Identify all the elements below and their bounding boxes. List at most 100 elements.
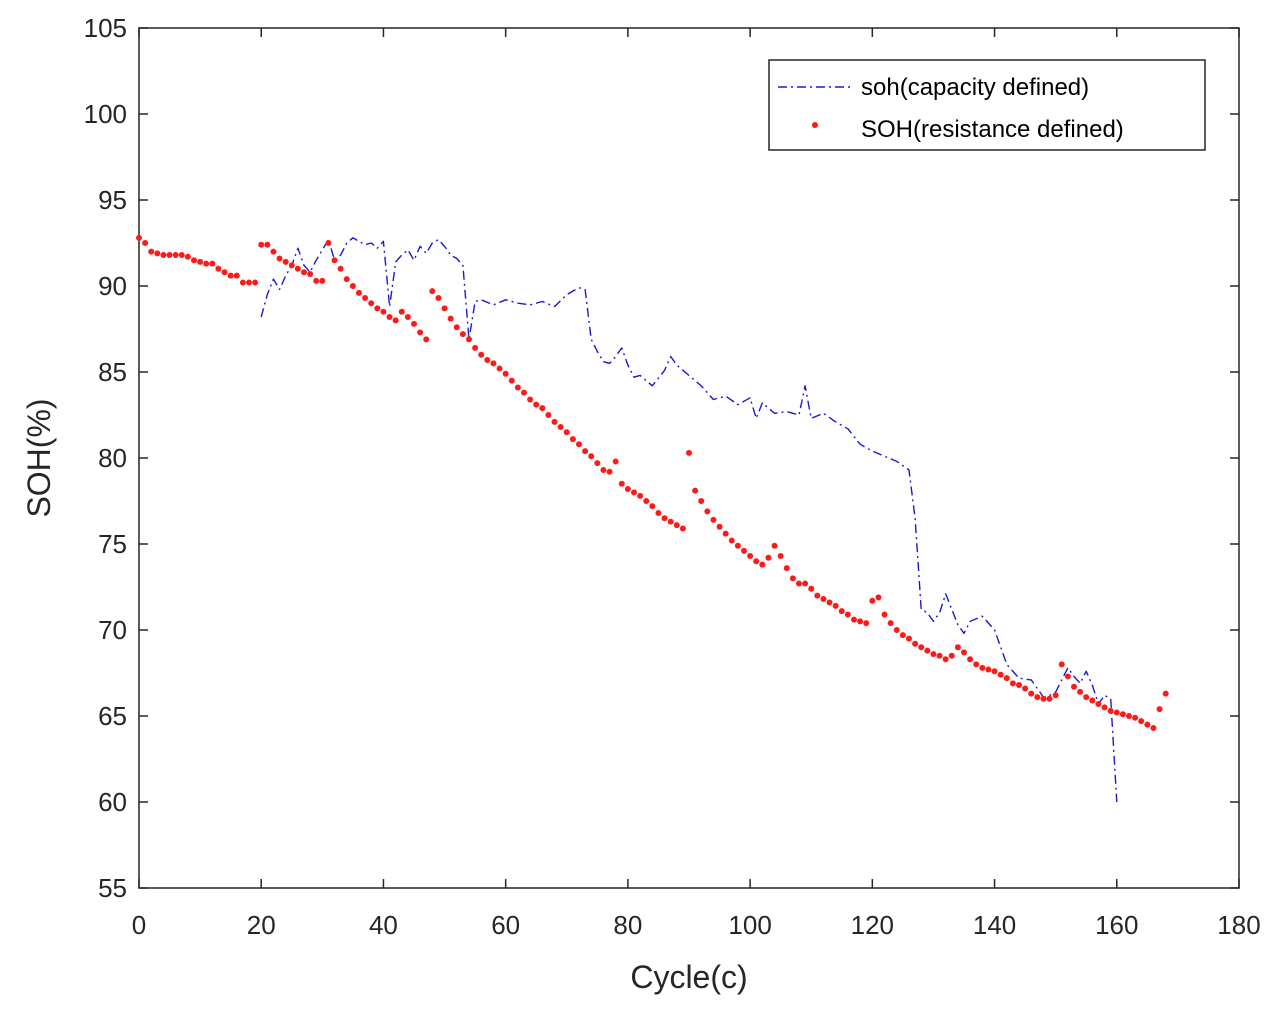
- resistance-point: [172, 252, 179, 259]
- resistance-point: [288, 262, 295, 269]
- resistance-point: [1009, 680, 1016, 687]
- capacity-point: [554, 306, 555, 307]
- resistance-point: [563, 429, 570, 436]
- resistance-point: [417, 329, 424, 336]
- resistance-point: [948, 652, 955, 659]
- x-tick-label: 0: [132, 910, 146, 940]
- resistance-point: [233, 272, 240, 279]
- resistance-point: [533, 401, 540, 408]
- resistance-point: [887, 620, 894, 627]
- resistance-point: [1052, 692, 1059, 699]
- resistance-point: [692, 487, 699, 494]
- resistance-point: [398, 308, 405, 315]
- resistance-point: [979, 664, 986, 671]
- resistance-point: [863, 620, 870, 627]
- capacity-point: [401, 254, 402, 255]
- capacity-point: [811, 418, 812, 419]
- capacity-point: [927, 612, 928, 613]
- resistance-point: [1138, 718, 1145, 725]
- resistance-point: [881, 611, 888, 618]
- resistance-point: [258, 241, 265, 248]
- resistance-point: [618, 480, 625, 487]
- resistance-point: [582, 448, 589, 455]
- y-axis-title: SOH(%): [21, 398, 57, 517]
- resistance-point: [820, 596, 827, 603]
- resistance-point: [429, 288, 436, 295]
- capacity-point: [1055, 691, 1056, 692]
- y-tick-label: 95: [98, 185, 127, 215]
- resistance-point: [1016, 682, 1022, 689]
- resistance-point: [343, 276, 350, 283]
- legend: soh(capacity defined) SOH(resistance def…: [768, 59, 1206, 151]
- resistance-point: [814, 592, 821, 599]
- capacity-point: [505, 299, 506, 300]
- resistance-point: [661, 515, 668, 522]
- capacity-point: [1061, 679, 1062, 680]
- capacity-point: [358, 241, 359, 242]
- capacity-point: [395, 261, 396, 262]
- y-tick-label: 70: [98, 615, 127, 645]
- capacity-point: [352, 237, 353, 238]
- resistance-point: [747, 553, 754, 560]
- capacity-point: [481, 299, 482, 300]
- resistance-point: [380, 308, 387, 315]
- capacity-point: [566, 294, 567, 295]
- resistance-point: [264, 241, 271, 248]
- capacity-point: [316, 260, 317, 261]
- capacity-point: [322, 249, 323, 250]
- resistance-point: [1022, 685, 1029, 692]
- y-tick-label: 65: [98, 701, 127, 731]
- capacity-point: [591, 339, 592, 340]
- resistance-point: [789, 575, 796, 582]
- capacity-point: [328, 239, 329, 240]
- legend-resistance-label: SOH(resistance defined): [861, 116, 1124, 143]
- resistance-point: [325, 240, 332, 246]
- capacity-point: [542, 301, 543, 302]
- x-tick-label: 100: [728, 910, 771, 940]
- resistance-point: [1119, 711, 1126, 718]
- resistance-point: [466, 336, 472, 343]
- resistance-point: [759, 561, 766, 568]
- resistance-point: [362, 295, 369, 302]
- resistance-point: [637, 492, 644, 499]
- resistance-point: [826, 599, 833, 606]
- resistance-point: [411, 320, 417, 327]
- capacity-point: [756, 418, 757, 419]
- resistance-point: [1034, 694, 1041, 701]
- resistance-point: [301, 269, 307, 276]
- capacity-point: [1067, 667, 1068, 668]
- resistance-point: [649, 503, 656, 510]
- resistance-point: [478, 351, 485, 358]
- resistance-point: [832, 602, 839, 609]
- capacity-point: [389, 306, 390, 307]
- resistance-point: [912, 640, 919, 647]
- resistance-point: [1162, 690, 1169, 697]
- resistance-point: [796, 580, 802, 587]
- resistance-point: [924, 647, 931, 654]
- y-tick-label: 60: [98, 787, 127, 817]
- resistance-point: [777, 553, 784, 560]
- resistance-point: [270, 248, 277, 255]
- capacity-point: [896, 461, 897, 462]
- resistance-point: [808, 585, 815, 592]
- resistance-point: [539, 405, 546, 412]
- resistance-point: [472, 344, 479, 351]
- series-line-capacity: [260, 237, 1118, 803]
- capacity-point: [585, 289, 586, 290]
- y-tick-label: 85: [98, 357, 127, 387]
- resistance-point: [967, 656, 974, 663]
- y-tick-label: 105: [84, 13, 127, 43]
- resistance-point: [276, 255, 283, 262]
- x-tick-label: 60: [491, 910, 520, 940]
- capacity-point: [285, 275, 286, 276]
- resistance-point: [1058, 661, 1065, 668]
- capacity-point: [774, 413, 775, 414]
- resistance-point: [1095, 700, 1102, 707]
- resistance-point: [753, 558, 760, 565]
- resistance-point: [722, 530, 729, 537]
- resistance-point: [203, 260, 210, 267]
- resistance-point: [1003, 675, 1010, 682]
- capacity-point: [365, 244, 366, 245]
- resistance-point: [246, 279, 252, 286]
- capacity-point: [805, 385, 806, 386]
